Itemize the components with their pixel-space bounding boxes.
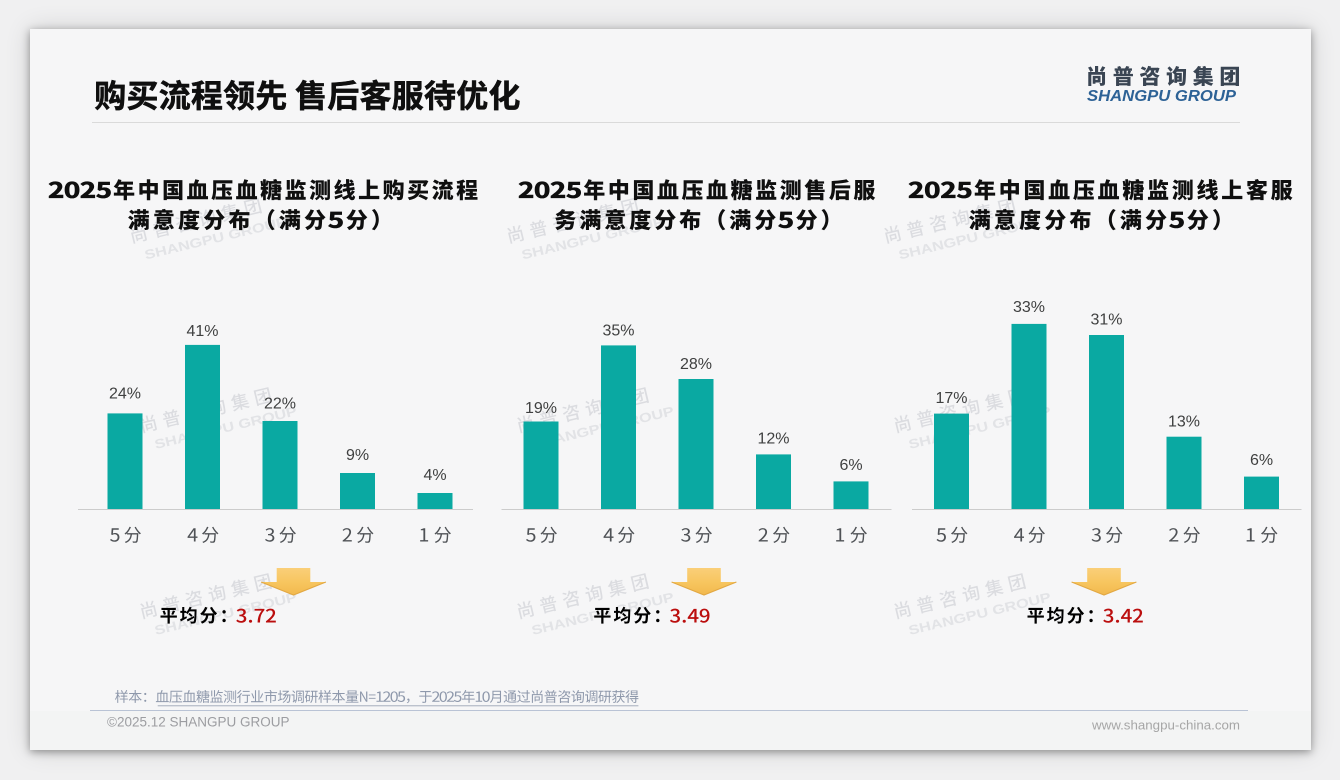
svg-text:35%: 35% bbox=[602, 322, 634, 339]
svg-text:6%: 6% bbox=[839, 457, 862, 474]
svg-text:12%: 12% bbox=[757, 430, 789, 447]
svg-text:www.shangpu-china.com: www.shangpu-china.com bbox=[1091, 718, 1240, 733]
svg-text:6%: 6% bbox=[1250, 452, 1273, 469]
svg-text:41%: 41% bbox=[186, 323, 218, 340]
svg-text:©2025.12 SHANGPU GROUP: ©2025.12 SHANGPU GROUP bbox=[107, 715, 290, 730]
svg-text:24%: 24% bbox=[109, 386, 141, 403]
svg-text:SHANGPU GROUP: SHANGPU GROUP bbox=[897, 214, 1043, 263]
svg-text:17%: 17% bbox=[935, 390, 967, 407]
svg-text:13%: 13% bbox=[1168, 414, 1200, 431]
svg-text:9%: 9% bbox=[346, 447, 369, 464]
svg-text:SHANGPU GROUP: SHANGPU GROUP bbox=[1087, 88, 1237, 105]
svg-text:4%: 4% bbox=[423, 467, 446, 484]
svg-text:33%: 33% bbox=[1013, 299, 1045, 316]
svg-text:28%: 28% bbox=[680, 356, 712, 373]
svg-text:31%: 31% bbox=[1090, 312, 1122, 329]
svg-text:SHANGPU GROUP: SHANGPU GROUP bbox=[153, 589, 299, 638]
svg-text:22%: 22% bbox=[264, 395, 296, 412]
svg-text:19%: 19% bbox=[525, 400, 557, 417]
